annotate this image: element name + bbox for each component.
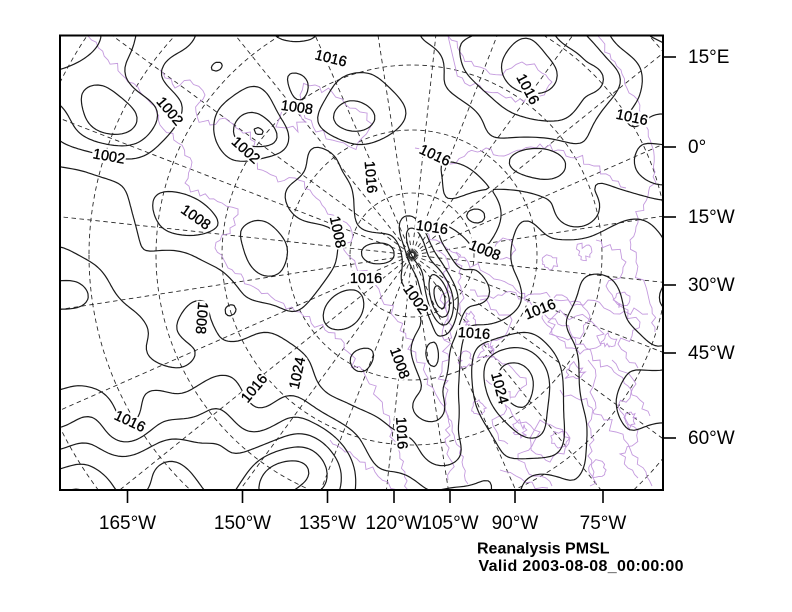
- svg-text:1024: 1024: [287, 356, 309, 391]
- svg-text:15°W: 15°W: [688, 207, 735, 228]
- svg-text:1008: 1008: [192, 301, 211, 335]
- svg-text:1008: 1008: [280, 98, 314, 118]
- svg-text:Valid 2003-08-08_00:00:00: Valid 2003-08-08_00:00:00: [479, 558, 684, 575]
- svg-text:90°W: 90°W: [492, 513, 539, 534]
- svg-text:75°W: 75°W: [580, 513, 627, 534]
- svg-text:1016: 1016: [415, 218, 449, 238]
- svg-text:135°W: 135°W: [299, 513, 356, 534]
- svg-text:60°W: 60°W: [688, 428, 735, 449]
- svg-text:1016: 1016: [457, 325, 490, 343]
- svg-text:30°W: 30°W: [688, 275, 735, 296]
- svg-text:105°W: 105°W: [421, 513, 478, 534]
- svg-text:150°W: 150°W: [214, 513, 271, 534]
- svg-text:15°E: 15°E: [688, 47, 729, 68]
- svg-text:1016: 1016: [350, 271, 382, 287]
- svg-text:1008: 1008: [326, 215, 348, 250]
- svg-text:165°W: 165°W: [99, 513, 156, 534]
- svg-text:0°: 0°: [688, 137, 706, 158]
- svg-text:1016: 1016: [361, 160, 380, 194]
- svg-text:120°W: 120°W: [365, 513, 422, 534]
- svg-text:1016: 1016: [614, 107, 649, 129]
- svg-text:Reanalysis PMSL: Reanalysis PMSL: [477, 541, 610, 558]
- svg-text:1016: 1016: [392, 417, 410, 450]
- svg-text:1016: 1016: [313, 47, 348, 70]
- svg-text:45°W: 45°W: [688, 343, 735, 364]
- svg-text:1002: 1002: [92, 146, 127, 167]
